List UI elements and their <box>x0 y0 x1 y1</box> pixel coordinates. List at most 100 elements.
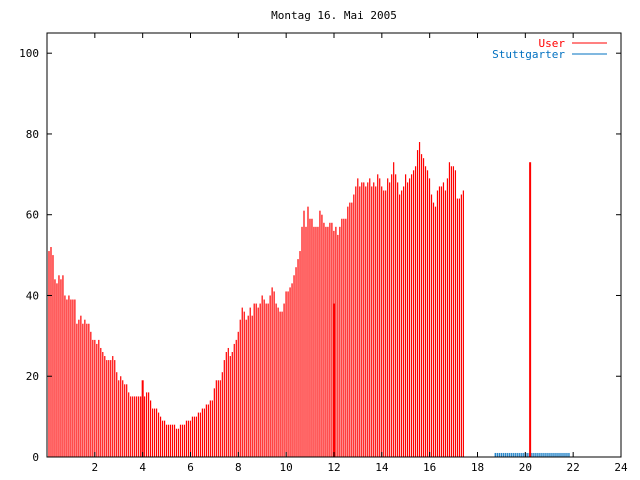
bar-user <box>235 339 237 457</box>
bar-user <box>62 275 64 457</box>
x-tick-label: 10 <box>280 461 293 474</box>
bar-user <box>351 202 353 457</box>
x-tick-label: 24 <box>614 461 628 474</box>
bar-user <box>122 380 124 457</box>
bar-stuttgarter <box>560 452 562 457</box>
bar-user <box>265 303 267 457</box>
bar-user <box>361 182 363 457</box>
bar-user <box>175 428 178 457</box>
bar-user <box>153 408 156 457</box>
bar-user <box>68 295 70 457</box>
bar-user <box>136 396 138 457</box>
x-tick-label: 20 <box>519 461 532 474</box>
highlight-bars-layer <box>141 162 532 457</box>
bar-user <box>195 416 198 457</box>
y-tick-label: 80 <box>26 128 39 141</box>
bar-user <box>90 331 92 457</box>
bar-user <box>181 424 184 457</box>
bar-user <box>84 319 86 457</box>
x-tick-label: 4 <box>139 461 146 474</box>
bar-stuttgarter <box>554 452 556 457</box>
bar-user <box>102 352 104 457</box>
bar-user <box>422 158 425 457</box>
bar-user <box>379 178 381 457</box>
bar-user <box>426 170 429 458</box>
bar-user <box>138 396 140 457</box>
bar-user <box>359 186 361 457</box>
y-tick-label: 60 <box>26 209 39 222</box>
bar-stuttgarter <box>504 452 506 457</box>
bar-user <box>391 174 393 457</box>
bar-user <box>285 291 287 457</box>
y-tick-label: 100 <box>19 47 39 60</box>
bar-stuttgarter <box>534 452 536 457</box>
bar-user <box>148 392 150 457</box>
bar-user <box>315 226 317 457</box>
bar-user <box>64 295 66 457</box>
bar-user <box>389 182 391 457</box>
bar-user <box>52 255 54 457</box>
bar-user <box>325 226 327 457</box>
bar-user <box>130 396 132 457</box>
bar-user <box>371 186 373 457</box>
bar-user <box>327 226 329 457</box>
bar-stuttgarter <box>544 452 546 457</box>
bar-user <box>241 307 243 457</box>
bar-user <box>299 251 301 457</box>
bar-user <box>48 251 50 457</box>
bar-user <box>347 206 349 457</box>
bar-user <box>227 347 229 457</box>
x-tick-label: 14 <box>375 461 389 474</box>
bar-user <box>239 319 241 457</box>
bar-stuttgarter <box>568 452 570 457</box>
bar-user <box>54 279 56 457</box>
bar-user <box>88 323 90 457</box>
bar-stuttgarter <box>550 452 552 457</box>
bar-user <box>462 190 464 458</box>
bar-user <box>456 198 459 457</box>
bar-user <box>291 283 293 457</box>
bar-user <box>221 372 223 457</box>
bar-stuttgarter <box>548 452 550 457</box>
bar-user <box>257 307 259 457</box>
bar-user <box>211 400 213 457</box>
bar-user <box>317 226 319 457</box>
bar-stuttgarter <box>500 452 502 457</box>
bar-user <box>116 372 118 457</box>
bar-user <box>76 323 78 457</box>
bar-user <box>144 396 146 457</box>
bar-user <box>307 206 309 457</box>
bar-user <box>80 315 82 457</box>
bar-user <box>165 424 168 457</box>
y-ticks-layer: 0 20 40 60 80 100 <box>19 47 621 464</box>
bar-user <box>86 323 88 457</box>
bar-user <box>233 343 235 457</box>
bar-user <box>60 279 62 457</box>
bar-user <box>329 222 331 457</box>
bar-user <box>277 307 279 457</box>
bar-user <box>301 226 303 457</box>
bar-user <box>438 186 441 457</box>
highlight-bar <box>141 380 144 457</box>
bar-user <box>150 400 152 457</box>
x-tick-label: 18 <box>471 461 484 474</box>
bar-user <box>215 380 217 457</box>
bar-user <box>217 380 219 457</box>
bar-user <box>205 404 207 457</box>
bar-user <box>395 174 397 457</box>
bar-user <box>407 182 409 457</box>
bar-user <box>297 259 299 457</box>
bar-user <box>355 186 357 457</box>
bar-user <box>373 182 375 457</box>
bar-user <box>289 287 291 457</box>
bar-user <box>424 166 427 457</box>
bar-user <box>450 166 453 457</box>
bar-user <box>337 234 339 457</box>
bar-stuttgarter <box>556 452 558 457</box>
bar-user <box>108 360 110 457</box>
bar-user <box>82 323 84 457</box>
bar-user <box>124 384 126 457</box>
bar-stuttgarter <box>512 452 514 457</box>
bar-user <box>331 222 333 457</box>
